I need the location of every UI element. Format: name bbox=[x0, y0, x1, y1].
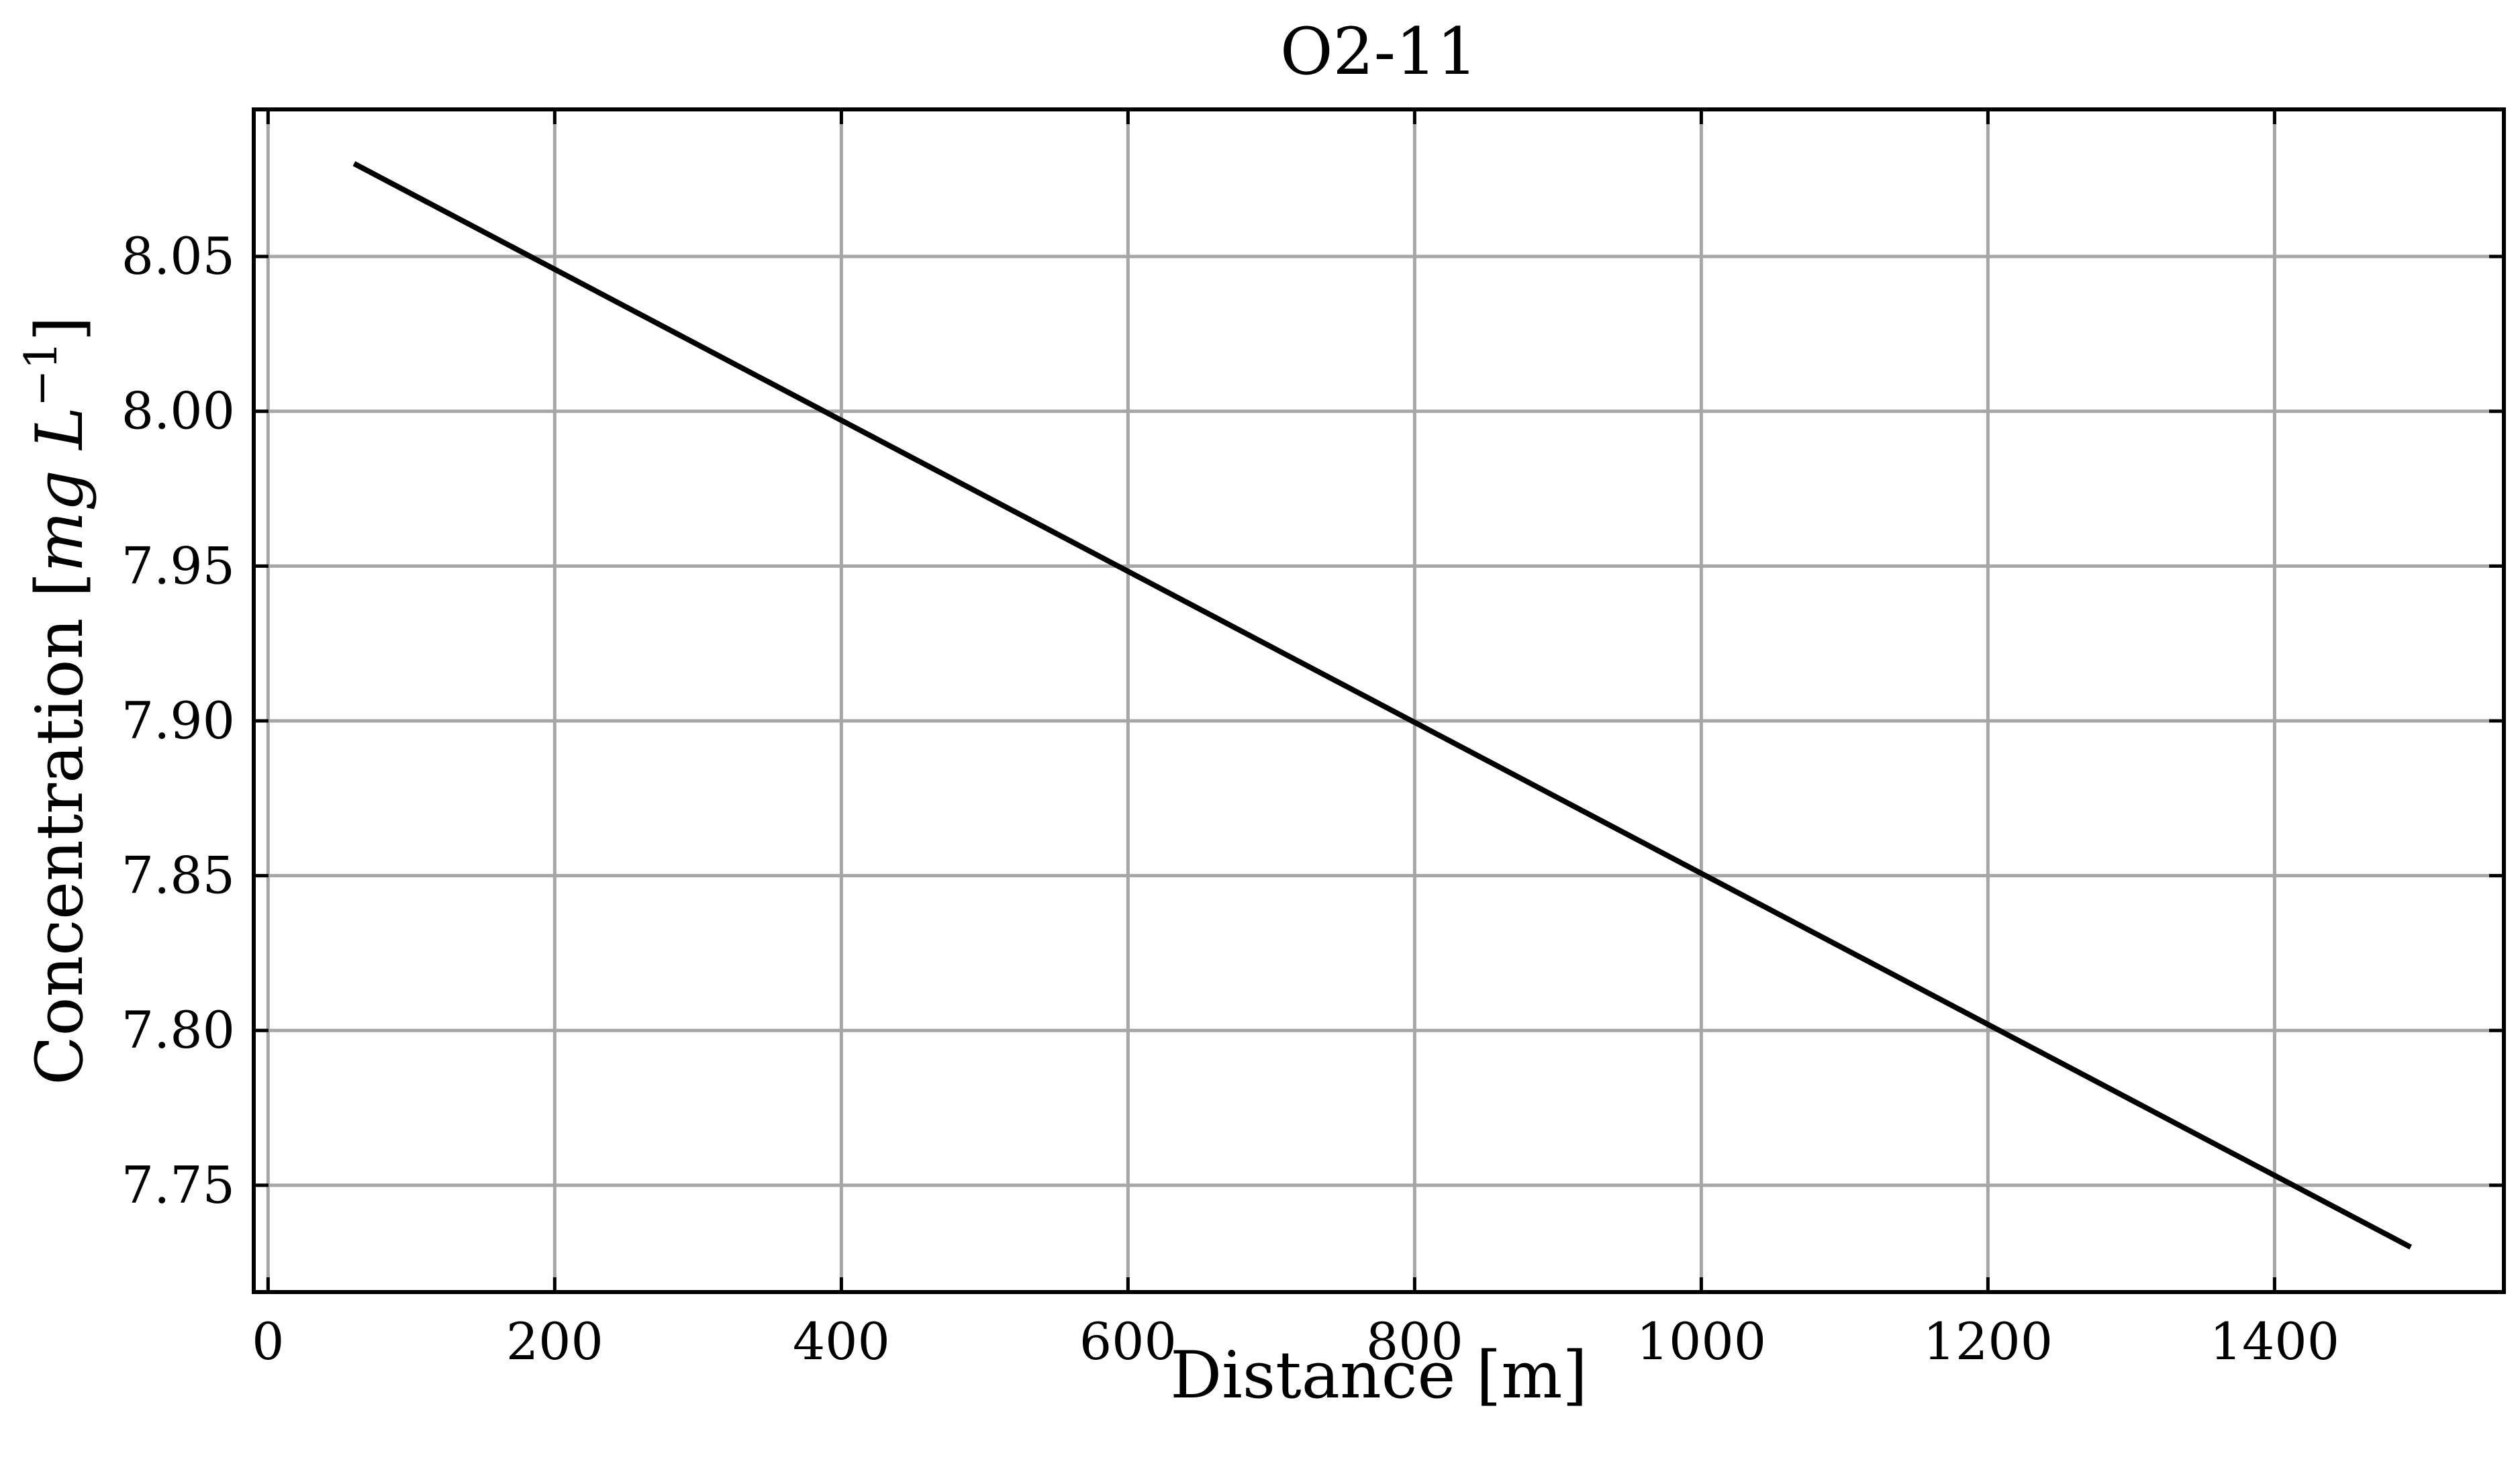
y-tick-label: 8.00 bbox=[122, 381, 235, 441]
y-axis-label-close: ] bbox=[22, 316, 97, 341]
x-tick-label: 1000 bbox=[1637, 1312, 1766, 1371]
x-tick-label: 1200 bbox=[1923, 1312, 2053, 1371]
x-axis-label: Distance [m] bbox=[1170, 1338, 1588, 1413]
y-tick-label: 7.90 bbox=[122, 691, 235, 750]
y-axis-label-exponent: −1 bbox=[15, 342, 67, 407]
x-tick-label: 800 bbox=[1366, 1312, 1463, 1371]
y-axis-label: Concentration [mg L−1] bbox=[15, 316, 98, 1085]
chart-title: O2-11 bbox=[1280, 14, 1477, 89]
series-layer bbox=[352, 161, 2413, 1250]
x-tick-label: 600 bbox=[1079, 1312, 1177, 1371]
y-tick-label: 8.05 bbox=[122, 226, 235, 286]
x-tick-label: 200 bbox=[506, 1312, 603, 1371]
x-tick-label: 400 bbox=[793, 1312, 890, 1371]
y-axis-label-text: Concentration [ bbox=[22, 573, 97, 1085]
series-line bbox=[352, 161, 2413, 1250]
y-tick-label: 7.75 bbox=[122, 1155, 235, 1215]
y-tick-label: 7.95 bbox=[122, 536, 235, 595]
ticks bbox=[254, 109, 2504, 1292]
grid bbox=[254, 109, 2504, 1292]
tick-labels: 0 200 400 600 800 1000 1200 1400 7.75 7.80 7.85 7.9… bbox=[122, 226, 2339, 1371]
y-tick-label: 7.85 bbox=[122, 846, 235, 905]
plot-frame bbox=[252, 107, 2506, 1294]
y-tick-label: 7.80 bbox=[122, 1000, 235, 1060]
y-axis-label-units: mg L bbox=[22, 407, 97, 573]
x-tick-label: 1400 bbox=[2210, 1312, 2339, 1371]
x-tick-label: 0 bbox=[252, 1312, 284, 1371]
